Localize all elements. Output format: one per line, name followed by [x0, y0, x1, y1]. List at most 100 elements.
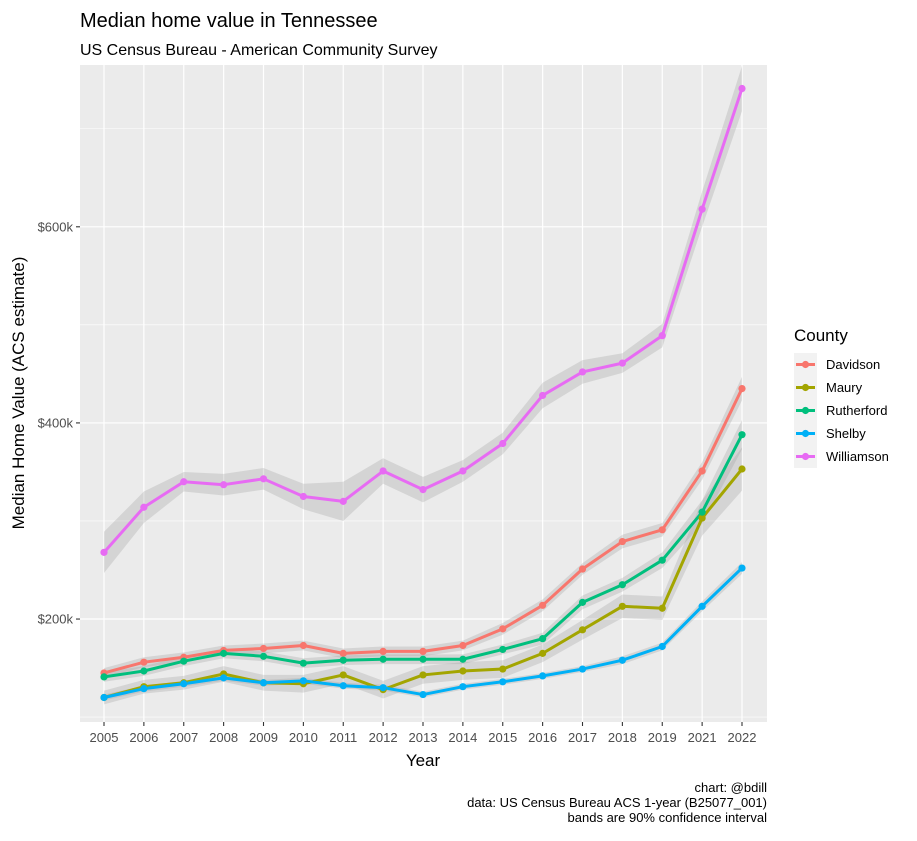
- point-shelby-2019: [658, 642, 666, 651]
- point-rutherford-2015: [499, 645, 507, 654]
- point-shelby-2017: [578, 665, 587, 673]
- y-tick-label: $400k: [38, 415, 74, 430]
- point-williamson-2016: [539, 391, 547, 400]
- x-axis: 2005 2006 2007 2008 2009 2010 2011 2012 2013 2014…: [90, 722, 757, 745]
- point-rutherford-2008: [220, 649, 228, 657]
- point-rutherford-2022: [738, 431, 746, 439]
- x-tick-label: 2009: [249, 730, 278, 745]
- point-williamson-2022: [738, 84, 746, 93]
- legend-point-rutherford: [801, 406, 810, 415]
- point-rutherford-2007: [180, 657, 188, 665]
- point-rutherford-2009: [259, 652, 268, 660]
- point-williamson-2014: [459, 467, 467, 475]
- point-rutherford-2013: [419, 655, 427, 663]
- caption-line-3: bands are 90% confidence interval: [568, 810, 768, 825]
- legend-point-maury: [801, 383, 810, 392]
- point-williamson-2018: [618, 359, 626, 367]
- x-tick-label: 2011: [329, 730, 357, 745]
- y-tick-label: $600k: [38, 219, 74, 234]
- point-davidson-2017: [578, 565, 587, 573]
- point-williamson-2011: [339, 497, 347, 505]
- point-shelby-2014: [459, 683, 467, 691]
- point-davidson-2010: [299, 641, 307, 650]
- point-shelby-2007: [180, 680, 188, 688]
- point-davidson-2021: [698, 467, 706, 475]
- point-maury-2015: [499, 665, 507, 673]
- point-rutherford-2018: [618, 581, 626, 589]
- x-tick-label: 2015: [488, 730, 517, 745]
- point-williamson-2009: [259, 475, 268, 483]
- point-williamson-2005: [100, 548, 108, 556]
- x-axis-label: Year: [406, 751, 441, 770]
- grid-major: [80, 65, 767, 722]
- point-davidson-2014: [459, 641, 467, 650]
- chart-title: Median home value in Tennessee: [80, 10, 378, 32]
- legend-label-rutherford: Rutherford: [826, 403, 887, 418]
- x-tick-label: 2007: [169, 730, 198, 745]
- point-rutherford-2021: [698, 508, 706, 516]
- point-williamson-2021: [698, 205, 706, 213]
- point-shelby-2009: [259, 679, 268, 687]
- legend-label-maury: Maury: [826, 380, 863, 395]
- point-rutherford-2010: [299, 659, 307, 667]
- point-shelby-2022: [738, 564, 746, 572]
- legend-label-davidson: Davidson: [826, 357, 880, 372]
- point-shelby-2015: [499, 678, 507, 686]
- point-davidson-2019: [658, 526, 666, 534]
- x-tick-label: 2006: [129, 730, 158, 745]
- x-tick-label: 2005: [90, 730, 119, 745]
- series-points: [100, 84, 746, 702]
- caption-line-1: chart: @bdill: [695, 780, 768, 795]
- point-williamson-2006: [140, 503, 148, 511]
- point-williamson-2007: [180, 478, 188, 486]
- legend: County Davidson Maury Rutherford Shelby Will…: [794, 326, 889, 468]
- point-williamson-2015: [499, 439, 507, 448]
- point-davidson-2011: [339, 649, 347, 657]
- x-tick-label: 2017: [568, 730, 597, 745]
- y-axis-label: Median Home Value (ACS estimate): [9, 257, 28, 530]
- point-maury-2017: [578, 626, 587, 634]
- point-shelby-2011: [339, 682, 347, 690]
- point-maury-2014: [459, 667, 467, 675]
- point-shelby-2013: [419, 690, 427, 699]
- point-maury-2016: [539, 649, 547, 657]
- x-tick-label: 2016: [528, 730, 557, 745]
- point-davidson-2022: [738, 384, 746, 393]
- point-davidson-2018: [618, 537, 626, 546]
- point-davidson-2012: [379, 647, 387, 655]
- point-maury-2011: [339, 671, 347, 679]
- x-tick-label: 2008: [209, 730, 238, 745]
- point-williamson-2012: [379, 467, 387, 475]
- legend-point-shelby: [801, 429, 810, 438]
- point-maury-2013: [419, 671, 427, 679]
- point-rutherford-2011: [339, 656, 347, 664]
- point-rutherford-2017: [578, 598, 587, 606]
- x-tick-label: 2010: [289, 730, 318, 745]
- point-davidson-2006: [140, 658, 148, 666]
- point-shelby-2006: [140, 685, 148, 693]
- caption: chart: @bdill data: US Census Bureau ACS…: [467, 780, 767, 825]
- point-williamson-2008: [220, 481, 228, 489]
- point-williamson-2010: [299, 492, 307, 501]
- x-tick-label: 2018: [608, 730, 637, 745]
- point-rutherford-2005: [100, 673, 108, 681]
- point-rutherford-2006: [140, 667, 148, 675]
- point-davidson-2009: [259, 644, 268, 653]
- x-tick-label: 2021: [688, 730, 717, 745]
- x-tick-label: 2022: [728, 730, 757, 745]
- x-tick-label: 2012: [369, 730, 398, 745]
- chart-subtitle: US Census Bureau - American Community Su…: [80, 42, 437, 59]
- point-rutherford-2012: [379, 655, 387, 663]
- point-shelby-2012: [379, 684, 387, 692]
- legend-label-shelby: Shelby: [826, 426, 866, 441]
- point-williamson-2019: [658, 332, 666, 340]
- point-davidson-2013: [419, 647, 427, 655]
- point-rutherford-2014: [459, 655, 467, 663]
- x-tick-label: 2014: [448, 730, 477, 745]
- y-axis: $200k $400k $600k: [38, 219, 80, 627]
- point-davidson-2015: [499, 625, 507, 633]
- point-shelby-2016: [539, 672, 547, 680]
- point-davidson-2016: [539, 601, 547, 609]
- x-tick-label: 2013: [409, 730, 438, 745]
